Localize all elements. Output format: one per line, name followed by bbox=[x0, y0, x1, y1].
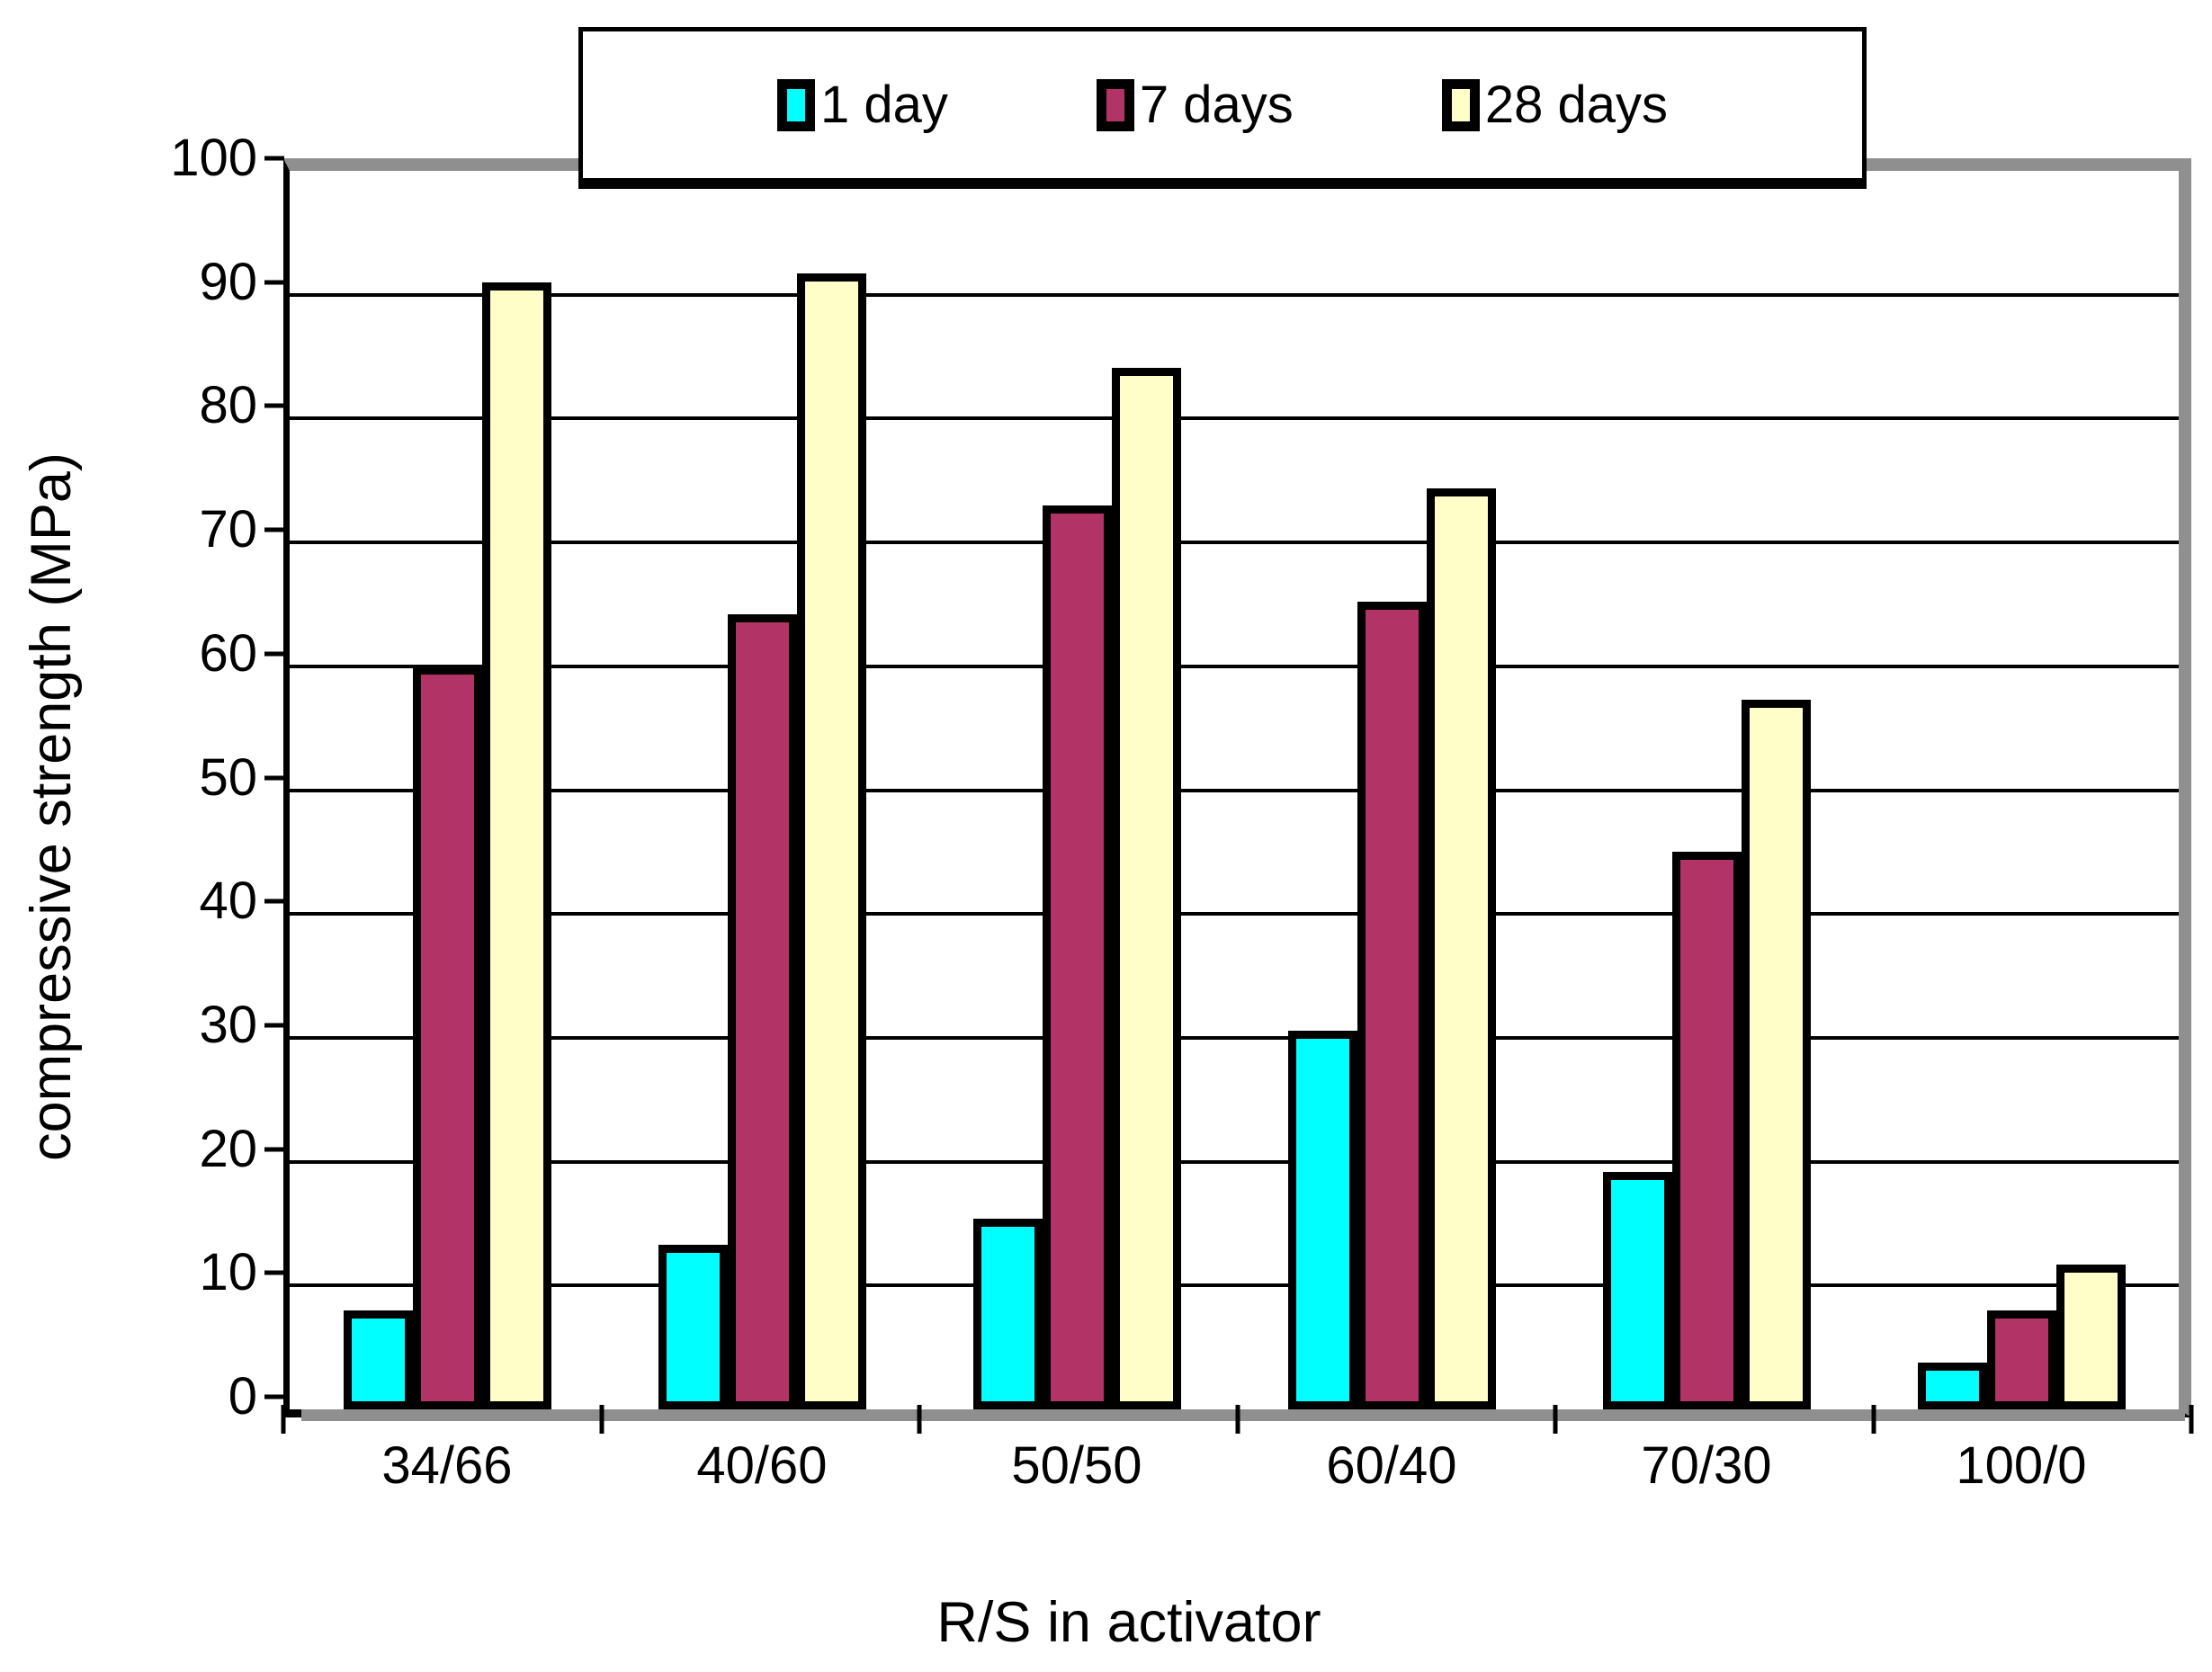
y-axis-label-20: 20 bbox=[199, 1119, 257, 1178]
bar-groups bbox=[290, 171, 2179, 1409]
bar-group-34/66 bbox=[290, 171, 604, 1409]
gridline-80 bbox=[290, 416, 2179, 421]
x-tick-6 bbox=[2189, 1405, 2194, 1434]
y-axis-label-0: 0 bbox=[228, 1367, 257, 1426]
y-axis-tick-labels: 0 10 20 30 40 50 60 70 80 90 100 bbox=[0, 132, 257, 1423]
bar-28-days-100/0 bbox=[2055, 1264, 2126, 1409]
y-axis-label-100: 100 bbox=[170, 129, 257, 187]
legend-marker-1-day bbox=[777, 78, 816, 131]
x-tick-3 bbox=[1235, 1405, 1240, 1434]
y-axis-label-60: 60 bbox=[199, 623, 257, 683]
bar-group-50/50 bbox=[919, 171, 1234, 1409]
bar-1-day-60/40 bbox=[1287, 1030, 1357, 1409]
bar-28-days-60/40 bbox=[1426, 487, 1496, 1409]
y-axis-label-50: 50 bbox=[199, 747, 257, 807]
bar-7-days-34/66 bbox=[412, 666, 482, 1409]
y-tick-0 bbox=[264, 1394, 284, 1399]
legend-label-7-days: 7 days bbox=[1139, 75, 1294, 134]
y-tick-90 bbox=[264, 280, 284, 285]
y-axis-ticks bbox=[264, 156, 284, 1399]
x-axis-title: R/S in activator bbox=[936, 1591, 1321, 1654]
bar-7-days-70/30 bbox=[1671, 852, 1742, 1409]
x-axis-label-70/30: 70/30 bbox=[1641, 1436, 1772, 1495]
y-axis-label-30: 30 bbox=[199, 995, 257, 1054]
bar-1-day-70/30 bbox=[1602, 1171, 1672, 1409]
x-tick-1 bbox=[599, 1405, 604, 1434]
y-tick-70 bbox=[264, 527, 284, 532]
gridline-90 bbox=[290, 292, 2179, 297]
gridline-50 bbox=[290, 788, 2179, 792]
gridline-30 bbox=[290, 1035, 2179, 1040]
gridline-10 bbox=[290, 1283, 2179, 1288]
bar-7-days-100/0 bbox=[1986, 1310, 2056, 1409]
x-axis-label-40/60: 40/60 bbox=[696, 1436, 828, 1495]
bar-group-70/30 bbox=[1549, 171, 1864, 1409]
bar-28-days-70/30 bbox=[1741, 699, 1811, 1409]
y-tick-30 bbox=[264, 1023, 284, 1028]
bar-1-day-40/60 bbox=[658, 1244, 728, 1409]
legend-item-7-days: 7 days bbox=[1096, 75, 1294, 134]
x-tick-4 bbox=[1553, 1405, 1558, 1434]
legend: 1 day 7 days 28 days bbox=[578, 27, 1867, 189]
bar-7-days-40/60 bbox=[727, 613, 797, 1409]
y-axis-label-70: 70 bbox=[199, 500, 257, 559]
bar-7-days-50/50 bbox=[1042, 505, 1112, 1409]
x-axis-label-34/66: 34/66 bbox=[381, 1436, 513, 1495]
bar-group-100/0 bbox=[1864, 171, 2179, 1409]
gridline-70 bbox=[290, 541, 2179, 545]
y-tick-100 bbox=[264, 156, 284, 161]
y-tick-20 bbox=[264, 1147, 284, 1152]
y-tick-40 bbox=[264, 899, 284, 904]
x-axis-label-60/40: 60/40 bbox=[1326, 1436, 1457, 1495]
bar-28-days-50/50 bbox=[1111, 367, 1181, 1409]
legend-label-1-day: 1 day bbox=[820, 75, 948, 134]
y-tick-10 bbox=[264, 1270, 284, 1275]
x-tick-5 bbox=[1871, 1405, 1876, 1434]
bar-group-40/60 bbox=[604, 171, 919, 1409]
y-tick-50 bbox=[264, 775, 284, 780]
bar-group-60/40 bbox=[1234, 171, 1549, 1409]
legend-label-28-days: 28 days bbox=[1484, 75, 1668, 134]
gridline-60 bbox=[290, 664, 2179, 668]
y-axis-label-80: 80 bbox=[199, 376, 257, 435]
y-axis-label-10: 10 bbox=[199, 1243, 257, 1302]
bar-1-day-100/0 bbox=[1917, 1362, 1987, 1409]
y-tick-80 bbox=[264, 403, 284, 408]
y-tick-60 bbox=[264, 651, 284, 657]
x-axis-tick-labels: 34/66 40/60 50/50 60/40 70/30 100/0 bbox=[290, 1437, 2179, 1500]
x-axis-ticks bbox=[281, 1405, 2194, 1434]
legend-item-1-day: 1 day bbox=[777, 75, 948, 134]
gridline-20 bbox=[290, 1159, 2179, 1164]
x-axis-label-100/0: 100/0 bbox=[1956, 1436, 2087, 1495]
x-tick-0 bbox=[281, 1405, 286, 1434]
legend-marker-7-days bbox=[1096, 78, 1134, 131]
x-axis-label-50/50: 50/50 bbox=[1011, 1436, 1142, 1495]
plot-area bbox=[283, 158, 2191, 1417]
x-tick-2 bbox=[917, 1405, 922, 1434]
bar-28-days-34/66 bbox=[481, 282, 551, 1409]
y-axis-label-90: 90 bbox=[199, 252, 257, 311]
legend-item-28-days: 28 days bbox=[1441, 75, 1668, 134]
bar-28-days-40/60 bbox=[796, 273, 866, 1409]
legend-marker-28-days bbox=[1441, 78, 1480, 131]
gridline-40 bbox=[290, 912, 2179, 916]
axis-shadow bbox=[301, 1409, 2185, 1421]
bar-1-day-34/66 bbox=[343, 1310, 413, 1409]
bar-1-day-50/50 bbox=[972, 1218, 1043, 1409]
y-axis-label-40: 40 bbox=[199, 872, 257, 931]
bar-7-days-60/40 bbox=[1357, 602, 1427, 1409]
